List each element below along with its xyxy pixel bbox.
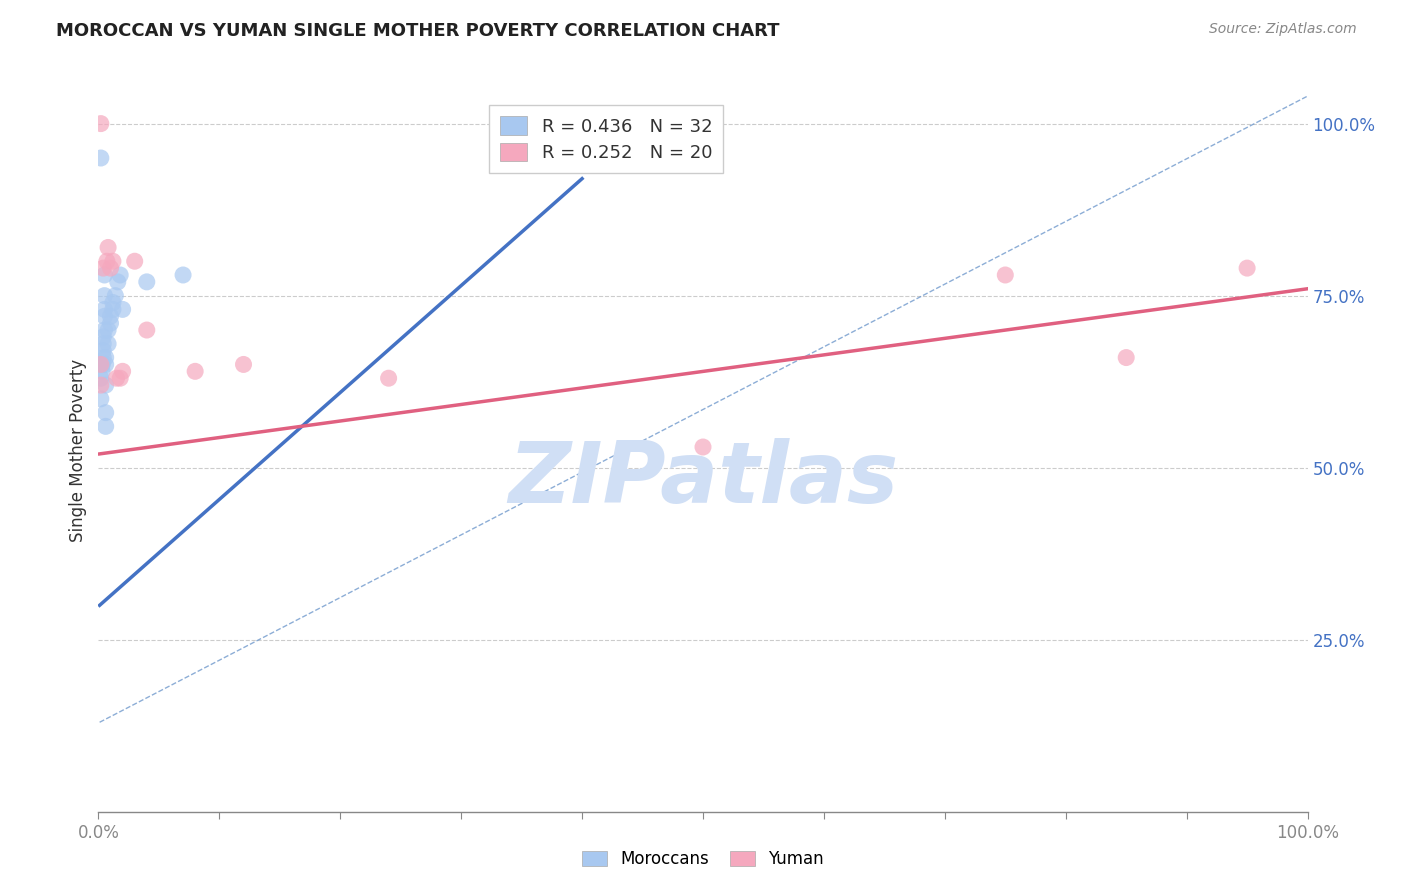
Y-axis label: Single Mother Poverty: Single Mother Poverty — [69, 359, 87, 542]
Point — [93, 302, 115, 317]
Point — [91, 364, 114, 378]
Point — [135, 323, 157, 337]
Point — [100, 316, 122, 330]
Point — [108, 268, 131, 282]
Point — [96, 254, 118, 268]
Text: Source: ZipAtlas.com: Source: ZipAtlas.com — [1209, 22, 1357, 37]
Point — [90, 392, 112, 406]
Point — [1115, 351, 1137, 365]
Text: ZIPatlas: ZIPatlas — [508, 438, 898, 521]
Point — [124, 254, 146, 268]
Point — [93, 288, 115, 302]
Point — [101, 295, 124, 310]
Point — [91, 336, 114, 351]
Point — [90, 117, 112, 131]
Point — [91, 358, 114, 372]
Text: MOROCCAN VS YUMAN SINGLE MOTHER POVERTY CORRELATION CHART: MOROCCAN VS YUMAN SINGLE MOTHER POVERTY … — [56, 22, 780, 40]
Point — [107, 275, 129, 289]
Point — [111, 302, 134, 317]
Point — [91, 261, 114, 276]
Point — [101, 302, 124, 317]
Point — [91, 351, 114, 365]
Point — [692, 440, 714, 454]
Point — [94, 419, 117, 434]
Point — [100, 261, 122, 276]
Point — [377, 371, 399, 385]
Point — [97, 336, 120, 351]
Point — [994, 268, 1017, 282]
Point — [108, 371, 131, 385]
Point — [232, 358, 254, 372]
Point — [91, 358, 114, 372]
Point — [90, 378, 112, 392]
Point — [93, 268, 115, 282]
Point — [184, 364, 207, 378]
Point — [105, 371, 128, 385]
Legend: R = 0.436   N = 32, R = 0.252   N = 20: R = 0.436 N = 32, R = 0.252 N = 20 — [489, 105, 723, 173]
Legend: Moroccans, Yuman: Moroccans, Yuman — [576, 844, 830, 875]
Point — [104, 288, 127, 302]
Point — [135, 275, 157, 289]
Point — [1236, 261, 1258, 276]
Point — [90, 371, 112, 385]
Point — [94, 378, 117, 392]
Point — [94, 351, 117, 365]
Point — [91, 330, 114, 344]
Point — [111, 364, 134, 378]
Point — [90, 151, 112, 165]
Point — [91, 343, 114, 358]
Point — [93, 323, 115, 337]
Point — [97, 240, 120, 254]
Point — [101, 254, 124, 268]
Point — [94, 406, 117, 420]
Point — [90, 358, 112, 372]
Point — [97, 323, 120, 337]
Point — [100, 310, 122, 324]
Point — [93, 310, 115, 324]
Point — [172, 268, 194, 282]
Point — [94, 358, 117, 372]
